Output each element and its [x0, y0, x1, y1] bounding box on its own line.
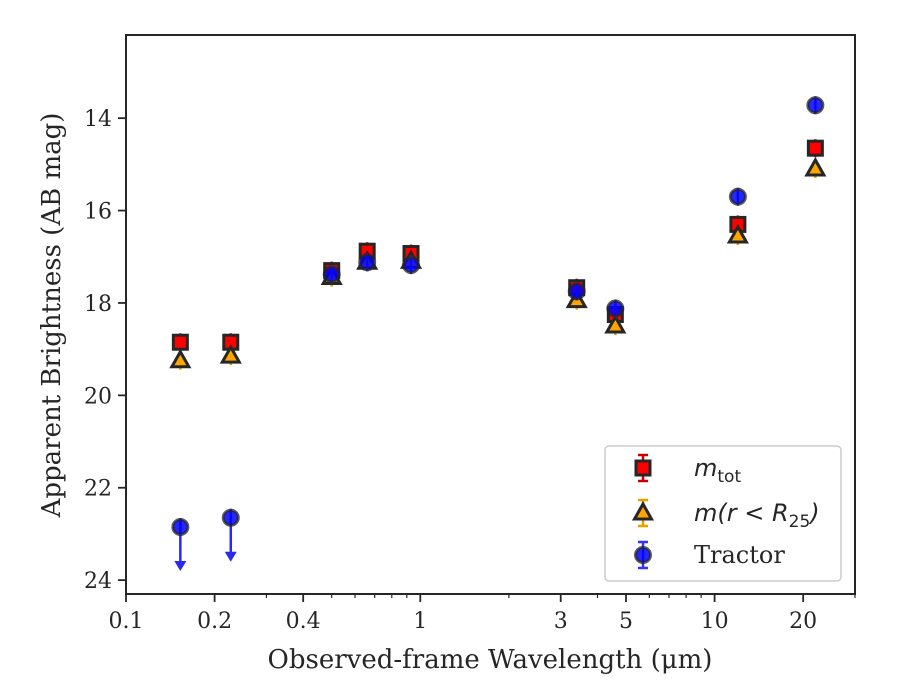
legend-label: m(r < R25) [694, 499, 820, 532]
circle-point [606, 299, 625, 318]
circle-point [567, 282, 586, 301]
legend-label-base: m [694, 454, 717, 482]
x-tick-label: 0.2 [197, 609, 232, 634]
legend-box [604, 445, 842, 582]
x-tick-label: 1 [413, 609, 427, 634]
y-tick-label: 14 [84, 107, 112, 132]
legend: mtot m(r < R25) Tractor [604, 445, 842, 582]
axes: 0.1 0.2 0.4 1 3 5 10 20 14 16 18 20 22 24 [84, 34, 856, 634]
x-axis-label: Observed-frame Wavelength (μm) [268, 645, 713, 675]
y-tick-label: 18 [84, 292, 112, 317]
legend-label-subscript: 25 [789, 512, 811, 532]
y-tick-label: 22 [84, 477, 112, 502]
legend-marker-square [634, 459, 652, 477]
y-axis-label: Apparent Brightness (AB mag) [37, 113, 67, 519]
x-tick-label: 3 [554, 609, 568, 634]
plot-frame [125, 34, 856, 595]
legend-marker-triangle [631, 500, 655, 521]
triangle-point [169, 348, 192, 369]
x-tick-label: 0.4 [286, 609, 321, 634]
triangle-point [726, 223, 749, 244]
y-tick-label: 20 [84, 384, 112, 409]
legend-label: Tractor [694, 541, 785, 569]
legend-label-base: Tractor [694, 541, 785, 569]
upper-limit-arrowhead [224, 551, 237, 562]
square-point [806, 139, 824, 157]
legend-label-subscript: tot [717, 467, 741, 487]
y-tick-label: 16 [84, 200, 112, 225]
circle-point [221, 508, 240, 527]
circle-point [171, 518, 190, 537]
square-point [171, 333, 189, 351]
circle-point [728, 187, 747, 206]
legend-marker-circle [634, 546, 652, 564]
x-tick-label: 5 [619, 609, 633, 634]
upper-limit-arrowhead [174, 561, 187, 572]
legend-label-base: m(r < R [694, 499, 789, 527]
x-tick-label: 0.1 [109, 609, 144, 634]
circle-point [806, 96, 825, 115]
legend-label-rest: ) [808, 499, 819, 527]
x-tick-label: 20 [789, 609, 817, 634]
series-circle [171, 96, 825, 572]
circle-point [322, 265, 341, 284]
x-tick-label: 10 [701, 609, 729, 634]
legend-label: mtot [694, 454, 741, 487]
triangle-point [804, 156, 827, 177]
circle-point [358, 253, 377, 272]
circle-point [402, 256, 421, 275]
y-tick-label: 24 [84, 569, 112, 594]
triangle-point [219, 344, 242, 364]
plot-area [169, 96, 827, 572]
triangle-point [604, 314, 627, 334]
